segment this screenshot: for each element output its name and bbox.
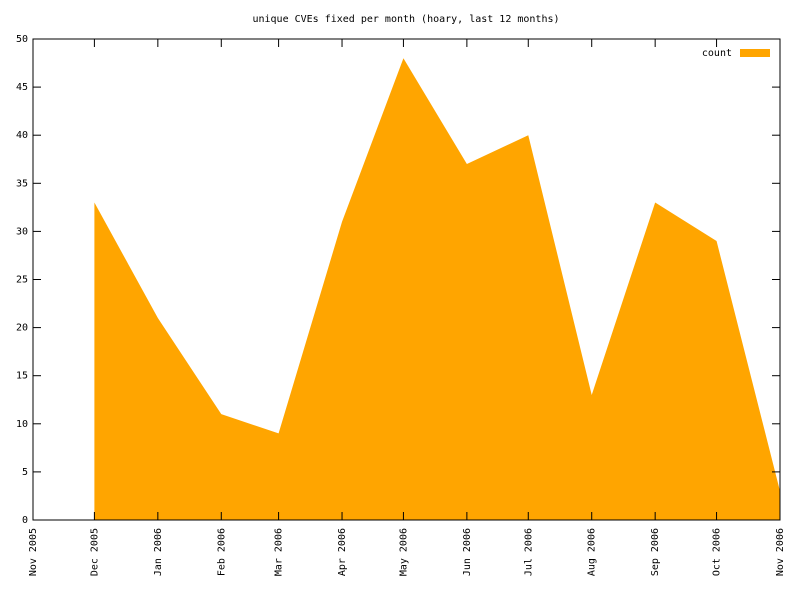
y-tick-label: 35 xyxy=(16,178,28,189)
chart-title: unique CVEs fixed per month (hoary, last… xyxy=(252,14,559,25)
legend-label: count xyxy=(702,48,732,59)
x-tick-label: Mar 2006 xyxy=(274,528,285,576)
y-tick-label: 50 xyxy=(16,34,28,45)
x-tick-label: Nov 2005 xyxy=(28,528,39,576)
x-tick-label: Dec 2005 xyxy=(89,528,100,576)
area xyxy=(94,58,780,521)
y-tick-label: 30 xyxy=(16,226,28,237)
y-tick-label: 20 xyxy=(16,323,28,334)
y-tick-label: 40 xyxy=(16,130,28,141)
y-tick-label: 0 xyxy=(22,515,28,526)
x-tick-label: Nov 2006 xyxy=(775,528,786,576)
x-tick-label: Jan 2006 xyxy=(153,528,164,576)
x-tick-label: Jul 2006 xyxy=(523,528,534,576)
x-tick-label: Sep 2006 xyxy=(650,528,661,576)
x-tick-label: Apr 2006 xyxy=(337,528,348,576)
x-tick-label: Jun 2006 xyxy=(462,528,473,576)
x-tick-label: Feb 2006 xyxy=(216,528,227,576)
legend-swatch xyxy=(740,49,770,57)
x-tick-label: Aug 2006 xyxy=(587,528,598,576)
y-tick-label: 45 xyxy=(16,82,28,93)
y-tick-label: 15 xyxy=(16,371,28,382)
y-tick-label: 25 xyxy=(16,275,28,286)
y-tick-label: 10 xyxy=(16,419,28,430)
y-tick-label: 5 xyxy=(22,467,28,478)
x-tick-label: May 2006 xyxy=(398,528,409,576)
x-tick-label: Oct 2006 xyxy=(712,528,723,576)
